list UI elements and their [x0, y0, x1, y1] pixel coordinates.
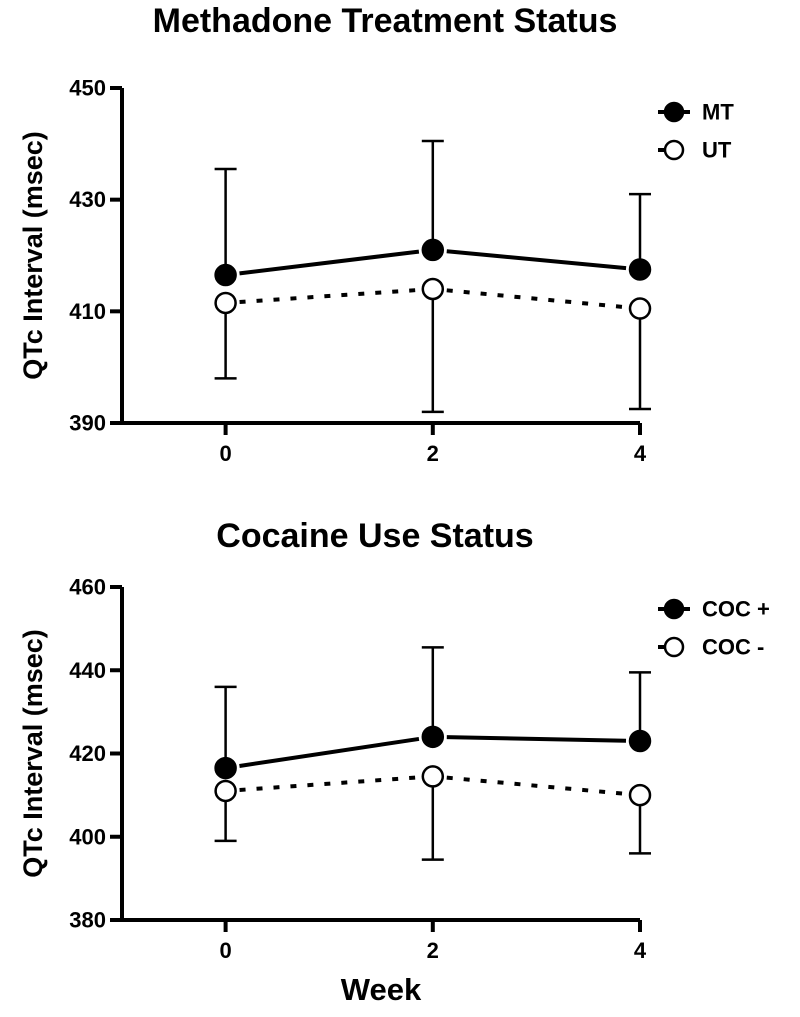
data-point	[214, 756, 237, 780]
data-point	[421, 765, 445, 788]
data-point	[628, 783, 652, 807]
y-axis-label: QTc Interval (msec)	[18, 131, 48, 380]
series-0	[214, 646, 652, 780]
data-point	[421, 725, 445, 749]
series-line-segment	[446, 735, 627, 743]
data-point	[214, 779, 237, 803]
legend-entry: MT	[658, 100, 734, 125]
series-line-segment	[239, 775, 419, 792]
x-tick-label: 2	[427, 938, 439, 963]
legend-label: UT	[702, 138, 732, 163]
legend-marker	[663, 598, 685, 620]
legend-marker	[663, 101, 685, 123]
data-point	[421, 277, 445, 301]
y-tick-label: 440	[69, 658, 106, 683]
chart-title: Cocaine Use Status	[216, 517, 533, 555]
x-tick-label: 0	[219, 938, 231, 963]
x-tick-label: 4	[634, 441, 647, 466]
x-tick-label: 0	[219, 441, 231, 466]
y-axis-label: QTc Interval (msec)	[18, 629, 48, 878]
series-0	[214, 139, 652, 287]
y-tick-label: 430	[69, 187, 106, 212]
series-1	[214, 277, 652, 414]
cocaine-panel: Cocaine Use Status QTc Interval (msec) Wee…	[18, 517, 770, 1007]
y-tick-label: 390	[69, 411, 106, 436]
series-line-segment	[446, 288, 627, 310]
methadone-panel: Methadone Treatment Status QTc Interval (…	[18, 2, 734, 466]
y-tick-label: 410	[69, 299, 106, 324]
series-line-segment	[239, 249, 420, 276]
data-point	[628, 258, 652, 281]
legend-label: COC +	[702, 597, 770, 622]
y-tick-label: 420	[69, 741, 106, 766]
legend-entry: COC -	[658, 635, 764, 660]
y-tick-label: 400	[69, 824, 106, 849]
x-tick-label: 4	[634, 938, 647, 963]
y-tick-label: 450	[69, 76, 106, 101]
data-point	[628, 729, 652, 753]
series-line-segment	[239, 736, 420, 768]
y-tick-label: 380	[69, 908, 106, 933]
data-point	[214, 263, 237, 287]
legend-marker	[663, 139, 685, 161]
data-point	[214, 291, 237, 315]
legend-label: MT	[702, 100, 734, 125]
data-point	[628, 297, 652, 320]
y-tick-label: 460	[69, 575, 106, 600]
legend-entry: COC +	[658, 597, 770, 622]
series-line-segment	[446, 249, 627, 271]
series-line-segment	[446, 775, 627, 796]
series-line-segment	[239, 287, 419, 305]
chart-title: Methadone Treatment Status	[153, 2, 618, 40]
x-axis-label: Week	[341, 972, 422, 1007]
series-1	[214, 765, 652, 861]
legend-entry: UT	[658, 138, 732, 163]
legend-label: COC -	[702, 635, 764, 660]
axis-lines	[120, 587, 640, 922]
legend-marker	[663, 636, 685, 658]
data-point	[421, 238, 445, 262]
x-tick-label: 2	[427, 441, 439, 466]
